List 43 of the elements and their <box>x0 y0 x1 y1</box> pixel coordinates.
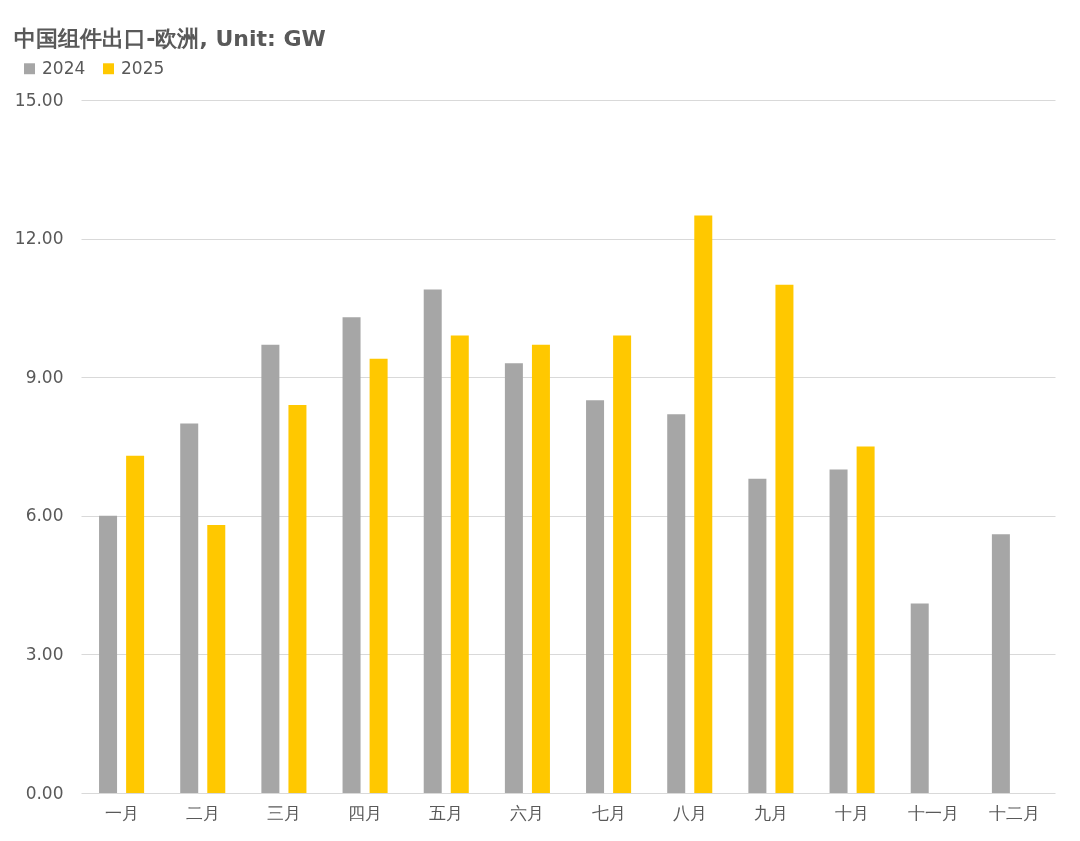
bar <box>369 358 388 793</box>
bar <box>288 404 307 793</box>
x-tick-label: 三月 <box>266 802 301 823</box>
bar <box>99 515 118 793</box>
x-tick-label: 十一月 <box>907 802 959 823</box>
y-tick-label: 0.00 <box>25 782 64 803</box>
y-tick-label: 15.00 <box>14 89 64 110</box>
bar <box>775 284 794 793</box>
x-tick-label: 五月 <box>429 802 464 823</box>
bar <box>423 289 442 793</box>
legend-label: 2024 <box>42 57 86 78</box>
bar <box>667 414 686 793</box>
y-tick-label: 3.00 <box>25 643 64 664</box>
x-tick-label: 八月 <box>672 802 707 823</box>
bar <box>180 423 199 793</box>
chart-title: 中国组件出口-欧洲, Unit: GW <box>14 26 326 51</box>
x-tick-label: 十二月 <box>988 802 1040 823</box>
bar <box>504 363 523 793</box>
bar <box>450 335 469 793</box>
x-tick-label: 一月 <box>104 802 139 823</box>
x-tick-label: 七月 <box>591 802 626 823</box>
y-tick-label: 9.00 <box>25 366 64 387</box>
bar <box>207 525 226 793</box>
bar <box>748 478 767 793</box>
bar <box>991 534 1010 793</box>
bar <box>531 344 550 793</box>
x-tick-label: 十月 <box>835 802 870 823</box>
bar <box>261 344 280 793</box>
y-tick-label: 12.00 <box>14 228 64 249</box>
x-tick-label: 四月 <box>348 802 383 823</box>
bar <box>342 317 361 793</box>
y-tick-label: 6.00 <box>25 505 64 526</box>
bar <box>910 603 929 793</box>
x-tick-label: 六月 <box>510 802 545 823</box>
bar <box>856 446 875 793</box>
x-tick-label: 九月 <box>753 802 788 823</box>
bar <box>829 469 848 793</box>
bar <box>586 400 605 793</box>
bar <box>694 215 713 793</box>
bar <box>613 335 632 793</box>
x-tick-label: 二月 <box>185 802 220 823</box>
bar <box>126 455 145 793</box>
legend-label: 2025 <box>121 57 165 78</box>
